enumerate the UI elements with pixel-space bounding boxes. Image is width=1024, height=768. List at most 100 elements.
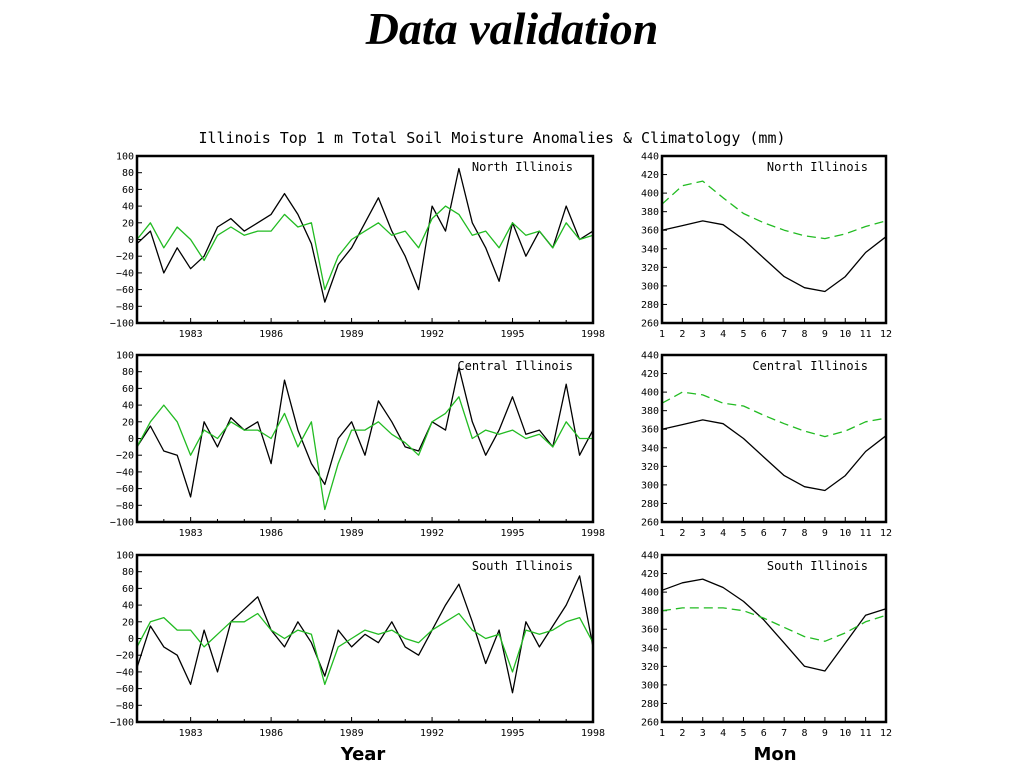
y-tick-label: −60 <box>116 285 134 296</box>
y-tick-label: 40 <box>122 401 134 412</box>
x-tick-label: 1989 <box>340 329 364 340</box>
x-tick-label: 2 <box>679 528 685 539</box>
y-tick-label: 400 <box>641 189 659 200</box>
y-tick-label: 440 <box>641 551 659 562</box>
y-tick-label: 60 <box>122 584 134 595</box>
region-label: Central Illinois <box>752 359 868 373</box>
x-tick-label: 1 <box>659 329 665 340</box>
series-2-line <box>136 612 594 686</box>
y-tick-label: 440 <box>641 351 659 362</box>
y-tick-label: 20 <box>122 218 134 229</box>
x-tick-label: 9 <box>822 329 828 340</box>
y-tick-label: 40 <box>122 202 134 213</box>
x-tick-label: 1983 <box>179 329 203 340</box>
x-tick-label: 1986 <box>259 528 283 539</box>
region-label: South Illinois <box>767 559 868 573</box>
x-tick-label: 6 <box>761 728 767 739</box>
x-axis-label-year: Year <box>340 744 386 765</box>
x-tick-label: 2 <box>679 728 685 739</box>
x-tick-label: 3 <box>700 329 706 340</box>
x-tick-label: 11 <box>860 528 872 539</box>
y-tick-label: −100 <box>110 518 134 529</box>
y-tick-label: −40 <box>116 667 134 678</box>
y-tick-label: 260 <box>641 319 659 330</box>
plot-frame <box>660 154 888 325</box>
x-tick-label: 1992 <box>420 728 444 739</box>
x-tick-label: 11 <box>860 329 872 340</box>
y-tick-label: 320 <box>641 263 659 274</box>
x-tick-label: 7 <box>781 528 787 539</box>
y-tick-label: 340 <box>641 244 659 255</box>
region-label: North Illinois <box>472 160 573 174</box>
y-tick-label: 360 <box>641 226 659 237</box>
x-tick-label: 1 <box>659 528 665 539</box>
series-1-line <box>136 366 594 498</box>
x-tick-label: 7 <box>781 329 787 340</box>
x-tick-label: 5 <box>740 728 746 739</box>
y-tick-label: 300 <box>641 480 659 491</box>
y-tick-label: 80 <box>122 367 134 378</box>
x-tick-label: 1998 <box>581 728 605 739</box>
x-tick-label: 4 <box>720 329 726 340</box>
y-tick-label: 400 <box>641 588 659 599</box>
x-tick-label: 5 <box>740 528 746 539</box>
x-tick-label: 10 <box>839 329 851 340</box>
y-tick-label: 440 <box>641 152 659 163</box>
series-2-line <box>661 607 887 642</box>
y-tick-label: 360 <box>641 625 659 636</box>
y-tick-label: 380 <box>641 406 659 417</box>
x-tick-label: 5 <box>740 329 746 340</box>
x-tick-label: 2 <box>679 329 685 340</box>
x-tick-label: 1995 <box>500 528 524 539</box>
x-tick-label: 7 <box>781 728 787 739</box>
plot-frame <box>135 154 595 325</box>
y-tick-label: −80 <box>116 701 134 712</box>
x-tick-label: 1989 <box>340 528 364 539</box>
y-tick-label: 60 <box>122 185 134 196</box>
x-tick-label: 1992 <box>420 329 444 340</box>
series-2-line <box>661 391 887 438</box>
y-tick-label: −40 <box>116 467 134 478</box>
x-tick-label: 6 <box>761 528 767 539</box>
y-tick-label: 340 <box>641 643 659 654</box>
figure-title: Illinois Top 1 m Total Soil Moisture Ano… <box>199 129 786 147</box>
x-tick-label: 1983 <box>179 528 203 539</box>
x-tick-label: 1998 <box>581 329 605 340</box>
y-tick-label: 0 <box>128 634 134 645</box>
x-tick-label: 9 <box>822 728 828 739</box>
x-tick-label: 12 <box>880 528 892 539</box>
y-tick-label: −100 <box>110 319 134 330</box>
region-label: South Illinois <box>472 559 573 573</box>
south-illinois-anomaly-panel: 100 80 60 40 20 0 −20 −40 −60 −80 −100 1983 1986 1989… <box>110 551 605 740</box>
x-tick-label: 3 <box>700 728 706 739</box>
y-tick-label: 0 <box>128 434 134 445</box>
x-tick-label: 1983 <box>179 728 203 739</box>
series-2-line <box>136 205 594 291</box>
y-tick-label: 380 <box>641 606 659 617</box>
y-tick-label: 420 <box>641 170 659 181</box>
y-tick-label: 100 <box>116 351 134 362</box>
y-tick-label: 280 <box>641 499 659 510</box>
x-tick-label: 8 <box>802 528 808 539</box>
y-tick-label: 320 <box>641 462 659 473</box>
x-tick-label: 10 <box>839 728 851 739</box>
y-tick-label: 300 <box>641 281 659 292</box>
y-tick-label: 20 <box>122 417 134 428</box>
y-tick-label: −20 <box>116 451 134 462</box>
y-tick-label: 60 <box>122 384 134 395</box>
y-tick-label: 260 <box>641 718 659 729</box>
x-axis-label-month: Mon <box>753 744 796 765</box>
y-tick-label: 380 <box>641 207 659 218</box>
y-tick-label: −100 <box>110 718 134 729</box>
slide-title: Data validation <box>365 3 659 54</box>
y-tick-label: 360 <box>641 425 659 436</box>
x-tick-label: 1995 <box>500 329 524 340</box>
y-tick-label: −20 <box>116 252 134 263</box>
y-tick-label: 320 <box>641 662 659 673</box>
series-1-line <box>661 419 887 492</box>
x-tick-label: 12 <box>880 329 892 340</box>
